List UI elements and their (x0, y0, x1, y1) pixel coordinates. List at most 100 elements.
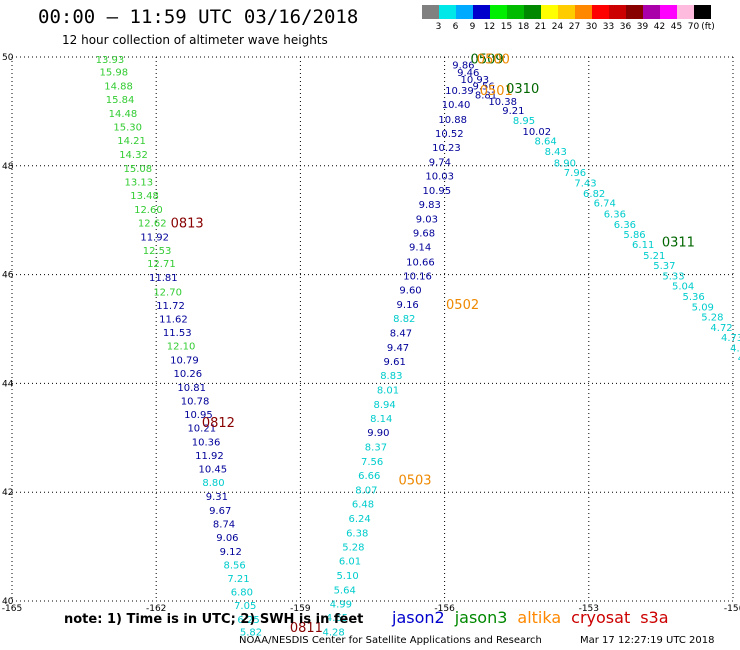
wave-height-value: 5.10 (336, 571, 358, 582)
wave-height-value: 12.62 (138, 219, 167, 230)
legend-label: 27 (568, 22, 581, 32)
pass-time-label: 0310 (506, 82, 539, 97)
wave-height-value: 10.39 (445, 86, 474, 97)
wave-height-value: 8.90 (554, 158, 576, 169)
wave-height-value: 10.78 (181, 397, 210, 408)
wave-height-value: 6.48 (352, 499, 374, 510)
legend-unit: (ft) (701, 22, 715, 32)
lat-tick-label: 42 (2, 488, 13, 498)
wave-height-value: 9.74 (429, 157, 451, 168)
wave-height-value: 8.64 (534, 137, 556, 148)
wave-height-value: 15.98 (99, 67, 128, 78)
legend-swatch (439, 5, 456, 19)
legend-label: 3 (435, 22, 442, 32)
satellite-name: cryosat (571, 608, 631, 627)
wave-height-value: 7.05 (234, 601, 256, 612)
legend-swatch (558, 5, 575, 19)
wave-height-value: 9.68 (413, 229, 435, 240)
wave-height-value: 4.72 (710, 323, 732, 334)
wave-height-value: 11.62 (159, 314, 188, 325)
legend-label: 6 (452, 22, 459, 32)
wave-height-value: 12.71 (147, 259, 176, 270)
legend-label: 70 (687, 22, 700, 32)
wave-height-value: 10.95 (184, 410, 213, 421)
wave-height-value: 9.31 (206, 492, 228, 503)
pass-time-label: 0509 (471, 53, 504, 68)
wave-height-value: 8.47 (390, 329, 412, 340)
wave-height-value: 8.95 (513, 116, 535, 127)
wave-height-value: 10.95 (422, 186, 451, 197)
legend-swatch (660, 5, 677, 19)
legend-label: 24 (551, 22, 564, 32)
legend-label: 42 (653, 22, 666, 32)
wave-height-value: 4.97 (730, 343, 740, 354)
wave-height-value: 6.38 (346, 528, 368, 539)
legend-swatch (592, 5, 609, 19)
legend-label: 12 (483, 22, 496, 32)
legend-swatch (575, 5, 592, 19)
wave-height-value: 4.73 (721, 333, 740, 344)
pass-time-label: 0502 (446, 298, 479, 313)
lon-tick-label: -165 (2, 604, 22, 614)
legend-swatch (694, 5, 711, 19)
wave-height-value: 9.12 (220, 547, 242, 558)
wave-height-value: 5.36 (683, 292, 705, 303)
pass-time-label: 0500 (477, 53, 510, 68)
wave-height-value: 4.9 (738, 354, 740, 365)
wave-height-value: 5.21 (643, 251, 665, 262)
lat-tick-label: 44 (2, 379, 14, 389)
wave-height-value: 12.60 (134, 205, 163, 216)
wave-height-value: 13.93 (96, 55, 125, 66)
legend-swatch (677, 5, 694, 19)
wave-height-value: 6.01 (339, 557, 361, 568)
wave-height-value: 9.83 (419, 200, 441, 211)
pass-time-label: 0501 (480, 84, 513, 99)
legend-label: 21 (534, 22, 547, 32)
wave-height-value: 10.21 (187, 423, 216, 434)
wave-height-value: 7.21 (227, 574, 249, 585)
wave-height-value: 10.93 (460, 75, 489, 86)
legend-swatch (422, 5, 439, 19)
legend-label: 30 (585, 22, 598, 32)
wave-height-value: 9.14 (409, 243, 431, 254)
lat-tick-label: 50 (2, 53, 14, 63)
wave-height-value: 8.07 (355, 485, 377, 496)
pass-time-label: 0812 (202, 416, 235, 431)
wave-height-value: 8.43 (545, 147, 567, 158)
legend-swatch (524, 5, 541, 19)
wave-height-value: 14.21 (117, 136, 146, 147)
wave-height-value: 9.56 (472, 82, 494, 93)
wave-height-value: 9.60 (399, 286, 421, 297)
wave-height-value: 9.21 (502, 106, 524, 117)
wave-height-value: 10.38 (488, 97, 517, 108)
wave-height-value: 6.82 (583, 189, 605, 200)
wave-height-value: 8.74 (213, 520, 235, 531)
wave-height-value: 15.84 (106, 95, 135, 106)
wave-height-value: 8.14 (370, 414, 392, 425)
wave-height-value: 9.86 (452, 60, 474, 71)
wave-height-value: 8.37 (365, 442, 387, 453)
page-title: 00:00 – 11:59 UTC 03/16/2018 (38, 6, 359, 28)
credit-text: NOAA/NESDIS Center for Satellite Applica… (239, 635, 542, 646)
wave-height-value: 10.45 (198, 465, 227, 476)
wave-height-value: 5.37 (653, 261, 675, 272)
footer-note: note: 1) Time is in UTC; 2) SWH is in fe… (64, 612, 364, 627)
wave-height-value: 9.46 (457, 68, 479, 79)
wave-height-value: 10.52 (435, 129, 464, 140)
wave-height-value: 9.16 (397, 300, 419, 311)
wave-height-value: 9.61 (384, 357, 406, 368)
wave-height-value: 6.24 (348, 514, 370, 525)
wave-height-value: 10.40 (442, 100, 471, 111)
wave-height-value: 9.90 (367, 428, 389, 439)
generation-timestamp: Mar 17 12:27:19 UTC 2018 (580, 635, 715, 646)
wave-height-value: 7.43 (574, 178, 596, 189)
legend-label: 36 (619, 22, 632, 32)
legend-label: 39 (636, 22, 649, 32)
satellite-legend: jason2 jason3 altika cryosat s3a (392, 608, 679, 627)
wave-height-value: 5.28 (342, 542, 364, 553)
wave-height-value: 6.36 (614, 220, 636, 231)
wave-height-value: 10.81 (177, 383, 206, 394)
wave-height-value: 13.48 (130, 191, 159, 202)
legend-label: 15 (500, 22, 513, 32)
satellite-name: s3a (640, 608, 669, 627)
